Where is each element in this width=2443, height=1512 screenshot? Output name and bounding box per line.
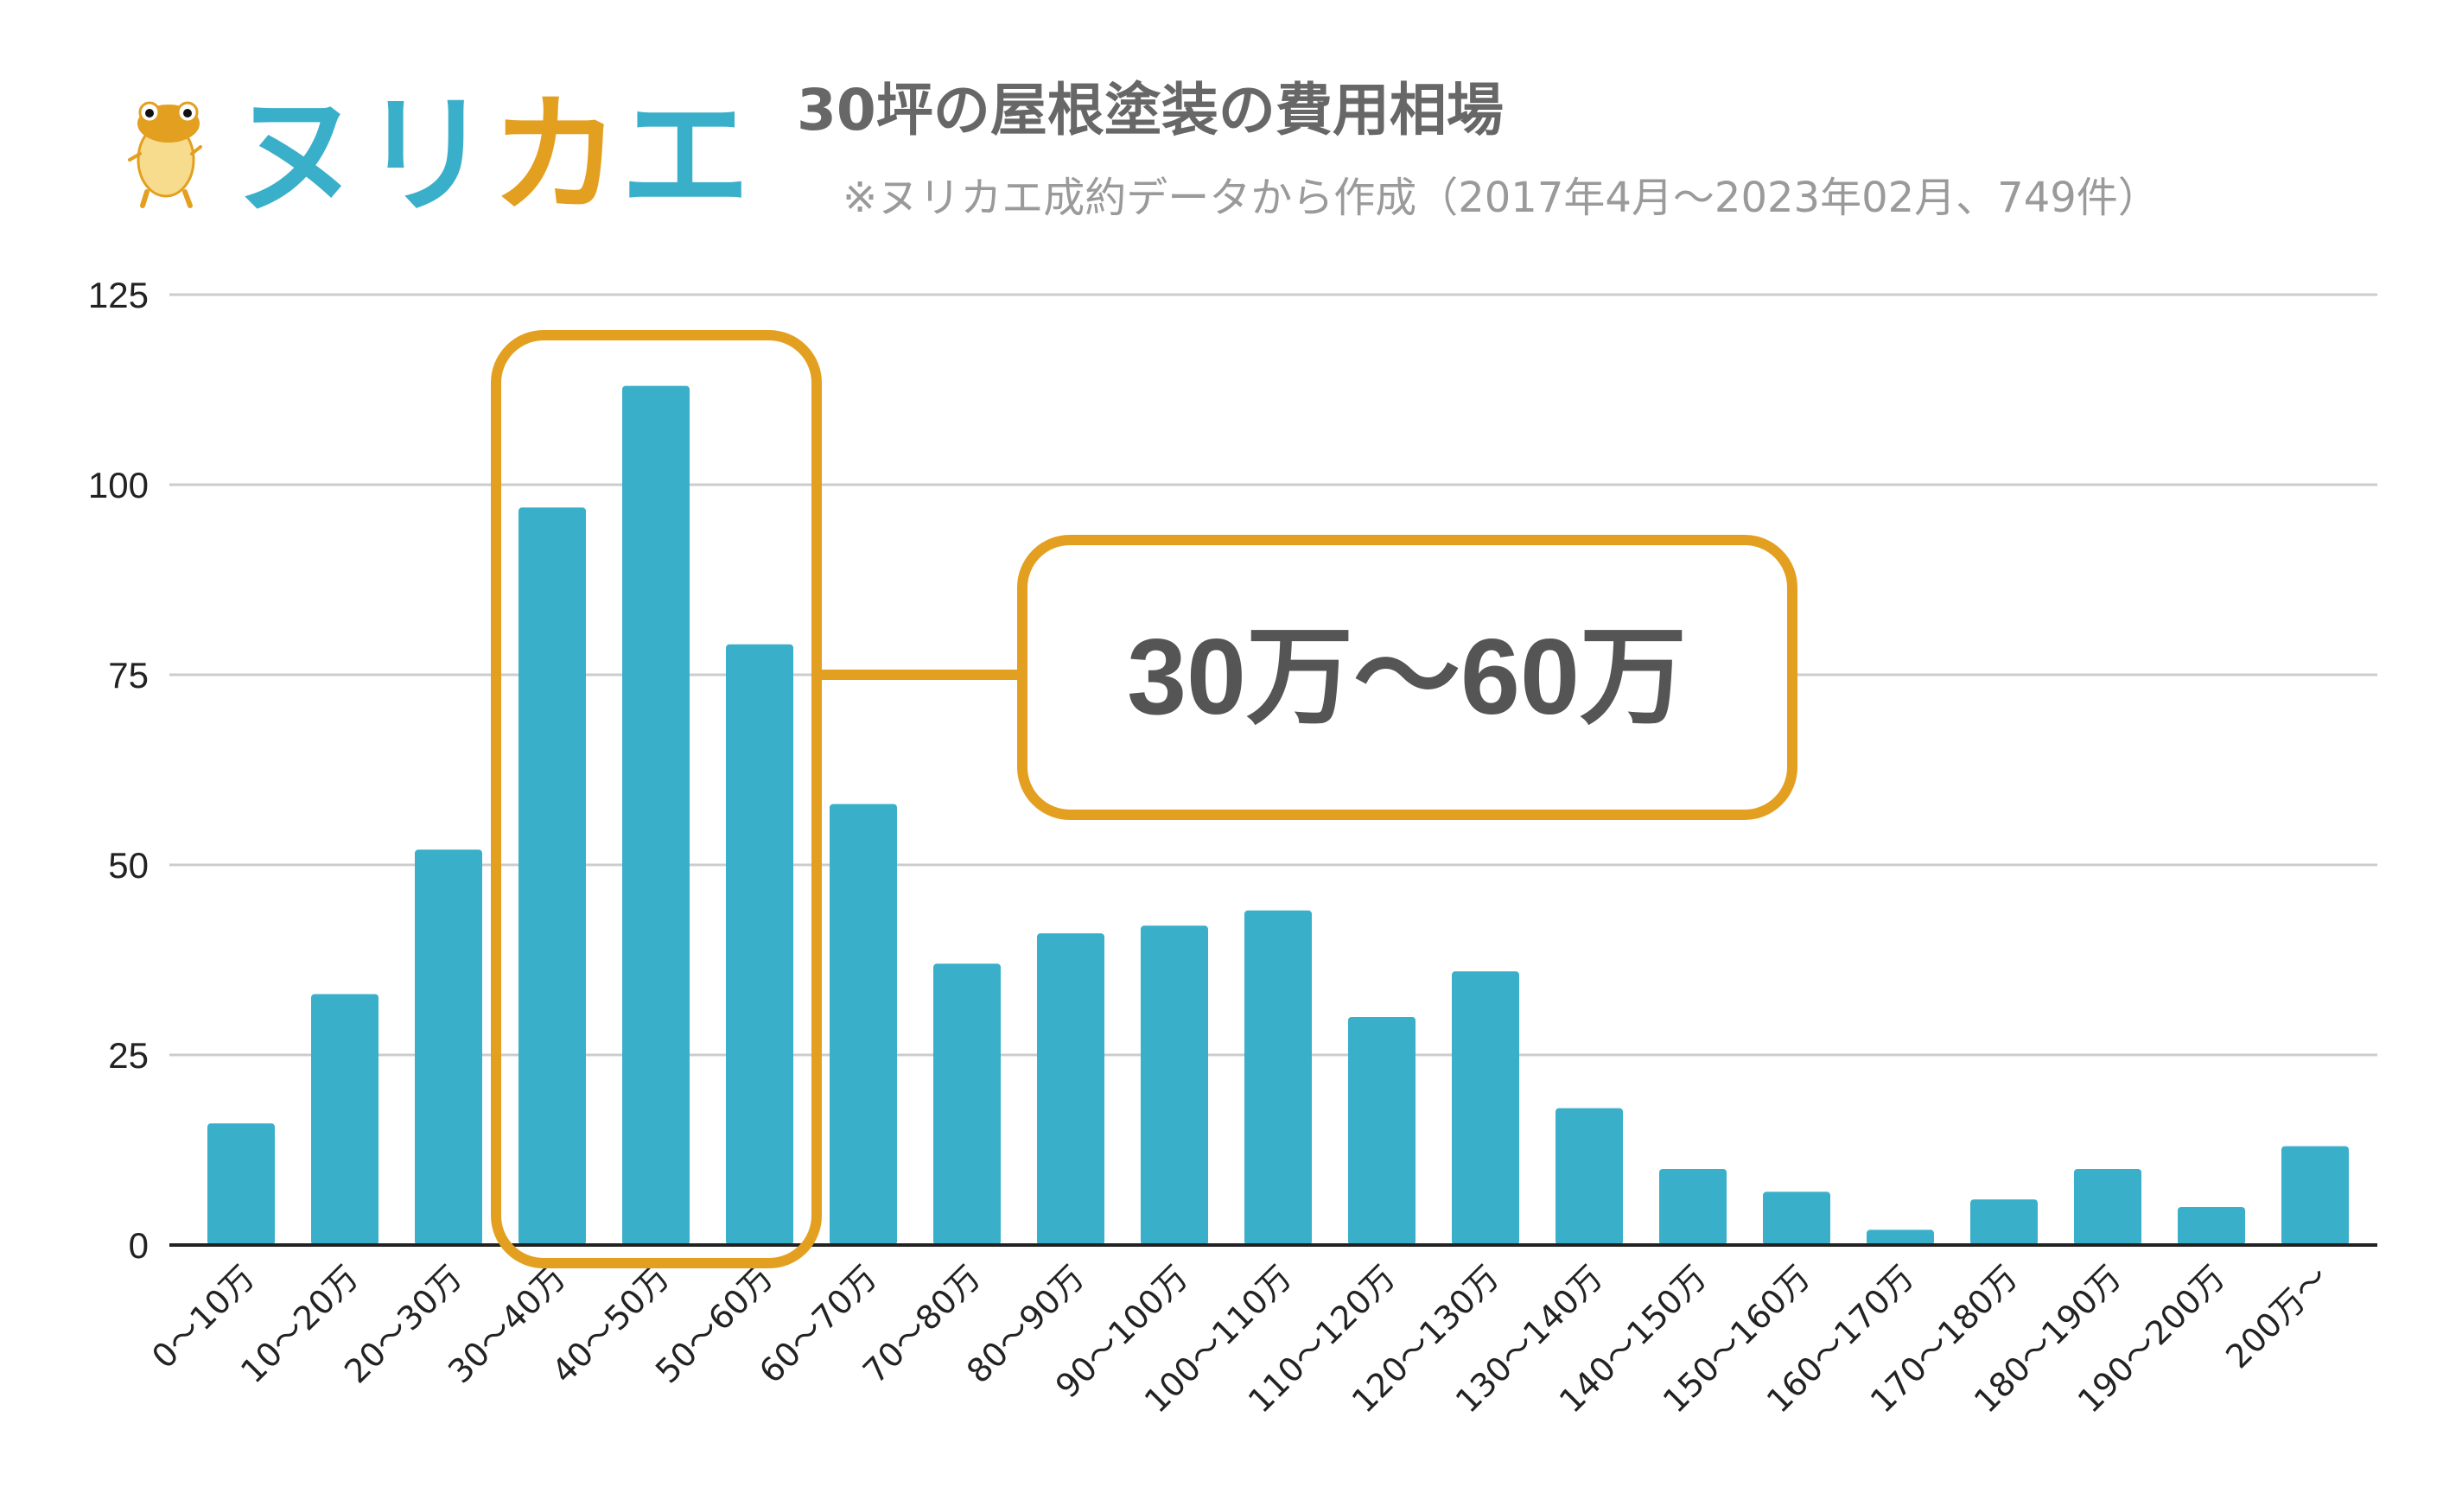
bar	[207, 1123, 275, 1245]
bars	[207, 385, 2349, 1246]
y-tick-label: 50	[108, 845, 149, 886]
y-tick-label: 125	[88, 275, 149, 315]
bar	[2178, 1207, 2245, 1245]
callout-box	[1017, 535, 1797, 820]
bar	[1244, 910, 1312, 1245]
callout-text: 30万～60万	[1127, 618, 1687, 737]
bar	[830, 804, 897, 1245]
bar	[1141, 925, 1208, 1245]
logo-char: エ	[620, 81, 750, 232]
x-axis-ticks: 0～10万10～20万20～30万30～40万40～50万50～60万60～70…	[144, 1258, 2336, 1420]
y-tick-label: 0	[129, 1225, 149, 1266]
logo: ヌリカエ	[128, 81, 750, 232]
bar	[311, 994, 379, 1245]
bar	[415, 849, 482, 1245]
bar	[726, 644, 793, 1245]
logo-char: ヌ	[232, 81, 361, 232]
y-tick-label: 100	[88, 465, 149, 505]
logo-text: ヌリカエ	[232, 81, 750, 232]
bar	[2281, 1146, 2349, 1245]
bar	[1037, 933, 1104, 1245]
bar	[519, 507, 586, 1245]
bar	[933, 963, 1001, 1245]
bar	[1763, 1191, 1830, 1245]
y-tick-label: 75	[108, 655, 149, 696]
bar	[1659, 1169, 1727, 1245]
chart-subtitle: ※ヌリカエ成約データから作成（2017年4月～2023年02月、749件）	[843, 174, 2160, 222]
highlight-box	[491, 330, 822, 1268]
bar	[2074, 1169, 2141, 1245]
bar	[1556, 1108, 1623, 1245]
bar	[1452, 971, 1519, 1245]
y-axis-ticks: 0 25 50 75 100 125	[88, 275, 149, 1266]
logo-char: カ	[491, 81, 620, 232]
bar	[1348, 1017, 1416, 1245]
chart-title: 30坪の屋根塗装の費用相場	[797, 77, 1504, 143]
y-tick-label: 25	[108, 1035, 149, 1076]
x-tick-label: 200万～	[2218, 1258, 2336, 1375]
logo-char: リ	[361, 81, 491, 232]
bar	[622, 385, 690, 1246]
bar	[1867, 1229, 1934, 1245]
frog-mascot-icon	[128, 101, 202, 208]
bar	[1970, 1199, 2038, 1245]
